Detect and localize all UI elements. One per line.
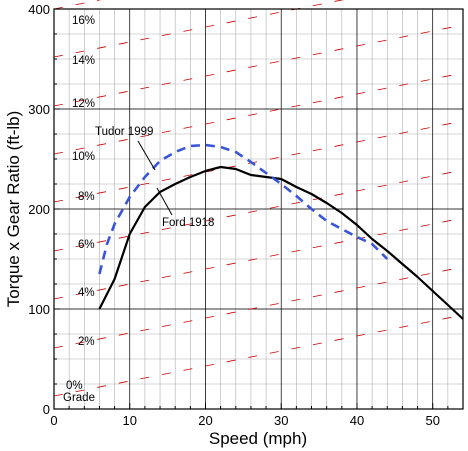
data-series	[98, 143, 464, 320]
major-grid	[53, 8, 463, 410]
x-tick-label: 0	[50, 413, 57, 428]
y-tick-label: 200	[28, 202, 50, 217]
grade-line-0	[53, 314, 464, 397]
y-axis-title: Torque x Gear Ratio (ft-lb)	[4, 111, 23, 308]
grade-line-2	[53, 266, 464, 349]
grade-line-14	[53, 0, 344, 58]
grade-line-6	[53, 169, 464, 252]
annotation-tudor-pointer	[137, 140, 156, 171]
x-axis-title: Speed (mph)	[209, 429, 307, 448]
grade-label-14: 14%	[72, 55, 95, 67]
annotation-tudor-1999: Tudor 1999	[95, 126, 153, 138]
tick-labels: 0 10 20 30 40 50 0 100 200 300 400	[28, 2, 440, 428]
grade-lines	[53, 0, 464, 397]
grade-label-2: 2%	[78, 336, 95, 348]
grade-line-12	[53, 24, 464, 107]
x-tick-label: 40	[350, 413, 364, 428]
grade-label-8: 8%	[78, 191, 95, 203]
grade-label-0: 0%	[66, 380, 83, 392]
x-tick-label: 20	[198, 413, 212, 428]
y-tick-label: 400	[28, 2, 50, 17]
y-tick-label: 300	[28, 102, 50, 117]
grade-label-12: 12%	[72, 98, 95, 110]
grade-caption: Grade	[63, 392, 95, 404]
x-tick-label: 30	[274, 413, 288, 428]
grade-label-10: 10%	[72, 151, 95, 163]
annotation-ford-pointer	[156, 187, 173, 216]
annotation-ford-1918: Ford 1918	[162, 217, 214, 229]
grade-line-16	[53, 0, 102, 10]
grade-line-8	[53, 120, 464, 203]
axis-ticks	[53, 8, 464, 410]
y-tick-label: 0	[43, 402, 50, 417]
series-line-tudor-1999	[98, 143, 389, 275]
grade-label-16: 16%	[72, 15, 95, 27]
grade-line-10	[53, 72, 464, 155]
series-line-ford-1918	[98, 165, 464, 320]
grade-label-4: 4%	[78, 287, 95, 299]
x-tick-label: 10	[123, 413, 137, 428]
x-tick-label: 50	[425, 413, 439, 428]
grade-label-6: 6%	[78, 239, 95, 251]
grade-line-4	[53, 217, 464, 300]
y-tick-label: 100	[28, 302, 50, 317]
